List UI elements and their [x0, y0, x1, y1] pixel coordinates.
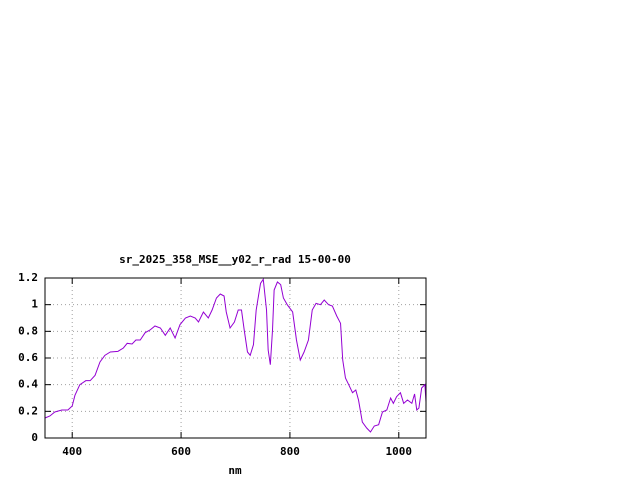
x-tick-label: 1000 — [386, 445, 413, 458]
x-tick-label: 400 — [62, 445, 82, 458]
x-tick-label: 600 — [171, 445, 191, 458]
plot-border — [44, 277, 427, 439]
x-axis-label: nm — [228, 464, 242, 477]
x-tick-label: 800 — [280, 445, 300, 458]
y-tick-label: 1.2 — [18, 271, 38, 284]
y-tick-label: 0.4 — [18, 378, 38, 391]
y-tick-label: 1 — [31, 298, 38, 311]
spectrum-line — [44, 277, 427, 433]
y-tick-label: 0.6 — [18, 351, 38, 364]
y-tick-label: 0.2 — [18, 404, 38, 417]
y-tick-label: 0 — [31, 431, 38, 444]
y-tick-label: 0.8 — [18, 324, 38, 337]
chart-title: sr_2025_358_MSE__y02_r_rad 15-00-00 — [119, 253, 351, 266]
